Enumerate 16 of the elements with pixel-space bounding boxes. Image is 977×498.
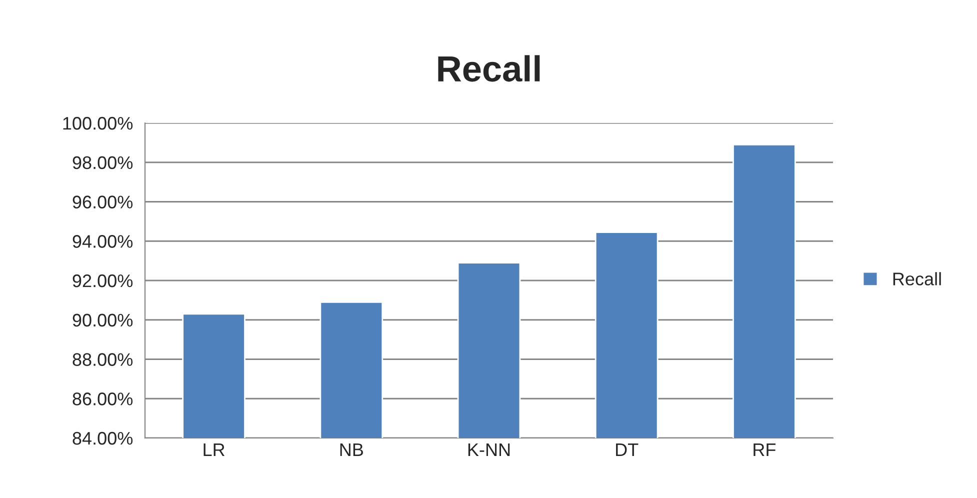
y-tick-label: 90.00% xyxy=(72,314,133,327)
x-tick-label: DT xyxy=(616,444,638,456)
y-tick-label: 92.00% xyxy=(72,274,133,288)
x-tick-label: RF xyxy=(754,444,776,456)
legend-label: Recall xyxy=(893,272,941,286)
y-tick-label: 86.00% xyxy=(72,392,133,406)
y-tick-label: 84.00% xyxy=(72,432,133,445)
chart-title: Recall xyxy=(438,55,540,82)
x-tick-label: NB xyxy=(340,444,363,456)
x-tick-label: LR xyxy=(204,444,225,456)
y-tick-label: 88.00% xyxy=(72,353,133,366)
y-tick-label: 94.00% xyxy=(72,235,133,248)
x-tick-label: K-NN xyxy=(468,444,510,456)
y-tick-label: 96.00% xyxy=(72,196,133,208)
y-tick-label: 98.00% xyxy=(72,156,133,170)
y-tick-label: 100.00% xyxy=(63,116,133,130)
